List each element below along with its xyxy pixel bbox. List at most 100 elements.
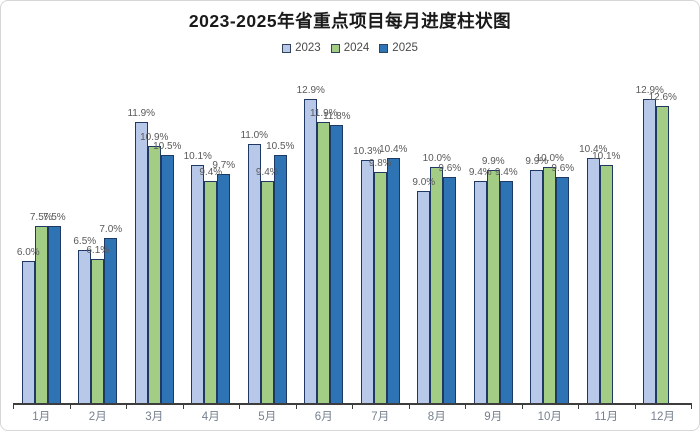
bar-label-2025-3月: 10.5% [153, 141, 182, 153]
bar-2023-12月 [643, 98, 657, 403]
bar-label-2025-8月: 9.6% [438, 162, 462, 174]
bar-label-2024-6月: 11.9% [309, 108, 338, 120]
x-axis-label-7月: 7月 [371, 411, 390, 423]
bar-2024-6月 [317, 122, 331, 403]
bar-2024-10月 [543, 167, 557, 403]
bar-2024-2月 [91, 259, 105, 403]
bar-2024-4月 [204, 181, 218, 403]
plot-area: 6.0% 7.5% 7.5% 6.5% 6.1% 7.0% 11.9% 10.9% 10.5% 1… [13, 61, 691, 403]
axis-tick [182, 405, 184, 409]
bar-2024-8月 [430, 167, 444, 403]
bar-2024-9月 [486, 169, 500, 403]
x-axis-label-8月: 8月 [427, 411, 446, 423]
bar-label-2023-10月: 9.9% [525, 155, 549, 167]
bar-2025-3月 [160, 155, 174, 403]
bar-2023-5月 [247, 143, 261, 403]
bar-2023-11月 [586, 157, 600, 403]
bar-label-2025-4月: 9.7% [212, 160, 236, 172]
legend-item-2023: 2023 [282, 42, 321, 54]
bar-2025-6月 [330, 124, 344, 403]
axis-tick [69, 405, 71, 409]
bar-2023-10月 [530, 169, 544, 403]
bar-2023-1月 [21, 261, 35, 403]
bar-2025-10月 [556, 176, 570, 403]
axis-tick [408, 405, 410, 409]
x-axis-label-2月: 2月 [88, 411, 107, 423]
legend-label-2025: 2025 [392, 42, 418, 54]
bar-2024-12月 [656, 105, 670, 403]
legend-swatch-2023 [282, 43, 292, 53]
bar-label-2023-12月: 12.9% [635, 84, 664, 96]
bar-2025-5月 [273, 155, 287, 403]
bar-2025-1月 [47, 226, 61, 403]
bar-label-2024-12月: 12.6% [648, 91, 677, 103]
bar-2025-9月 [499, 181, 513, 403]
bar-2023-9月 [473, 181, 487, 403]
bar-label-2023-1月: 6.0% [16, 247, 40, 259]
bar-2025-7月 [386, 157, 400, 403]
bar-label-2023-2月: 6.5% [73, 235, 97, 247]
bar-label-2023-11月: 10.4% [579, 143, 608, 155]
bar-label-2025-2月: 7.0% [99, 223, 123, 235]
x-axis-label-10月: 10月 [537, 411, 562, 423]
legend-swatch-2024 [330, 43, 340, 53]
bar-2023-7月 [360, 160, 374, 403]
bar-label-2023-6月: 12.9% [296, 84, 325, 96]
bar-label-2023-8月: 9.0% [412, 176, 436, 188]
bar-label-2024-3月: 10.9% [140, 131, 169, 143]
x-axis-label-12月: 12月 [650, 411, 675, 423]
bar-label-2024-5月: 9.4% [255, 167, 279, 179]
bar-label-2023-4月: 10.1% [183, 150, 212, 162]
x-axis-label-4月: 4月 [201, 411, 220, 423]
bar-label-2023-3月: 11.9% [127, 108, 156, 120]
legend-swatch-2025 [379, 43, 389, 53]
x-axis-label-5月: 5月 [258, 411, 277, 423]
axis-tick [465, 405, 466, 409]
legend-item-2025: 2025 [379, 42, 418, 54]
bar-2024-5月 [260, 181, 274, 403]
axis-tick [239, 405, 240, 409]
legend-label-2023: 2023 [295, 42, 321, 54]
axis-tick [578, 405, 579, 409]
bar-2023-8月 [417, 190, 431, 403]
axis-tick [634, 405, 636, 409]
axis-tick [352, 405, 353, 409]
bar-label-2023-5月: 11.0% [240, 129, 269, 141]
bar-2024-11月 [599, 164, 613, 403]
x-axis-label-1月: 1月 [32, 411, 51, 423]
bar-2023-3月 [134, 122, 148, 403]
x-axis-label-6月: 6月 [314, 411, 333, 423]
x-axis-label-3月: 3月 [145, 411, 164, 423]
chart-title: 2023-2025年省重点项目每月进度柱状图 [188, 11, 512, 31]
bar-2024-7月 [373, 171, 387, 403]
bar-2023-2月 [78, 249, 92, 403]
bar-label-2025-7月: 10.4% [379, 143, 408, 155]
axis-tick [13, 405, 14, 409]
bar-label-2024-2月: 6.1% [86, 245, 110, 257]
legend-label-2024: 2024 [343, 42, 370, 54]
x-axis-line [13, 403, 692, 405]
bar-label-2023-7月: 10.3% [353, 146, 382, 158]
bar-2025-2月 [104, 237, 118, 403]
bar-label-2025-1月: 7.5% [42, 212, 66, 224]
chart-legend: 2023 2024 2025 [1, 42, 699, 54]
axis-tick [691, 405, 692, 409]
bar-label-2024-11月: 10.1% [592, 150, 621, 162]
bar-label-2024-9月: 9.9% [481, 155, 505, 167]
axis-tick [521, 405, 523, 409]
bar-label-2024-10月: 10.0% [535, 153, 564, 165]
axis-tick [126, 405, 127, 409]
bar-label-2024-8月: 10.0% [422, 153, 451, 165]
bar-2024-3月 [147, 145, 161, 403]
x-axis-label-11月: 11月 [594, 411, 618, 423]
bar-2023-6月 [304, 98, 318, 403]
bar-2025-8月 [443, 176, 457, 403]
bar-2024-1月 [34, 226, 48, 403]
bar-label-2024-1月: 7.5% [29, 212, 53, 224]
bar-label-2024-4月: 9.4% [199, 167, 223, 179]
bar-label-2025-10月: 9.6% [551, 162, 575, 174]
axis-tick [295, 405, 297, 409]
bar-label-2023-9月: 9.4% [468, 167, 492, 179]
bar-label-2024-7月: 9.8% [368, 157, 392, 169]
